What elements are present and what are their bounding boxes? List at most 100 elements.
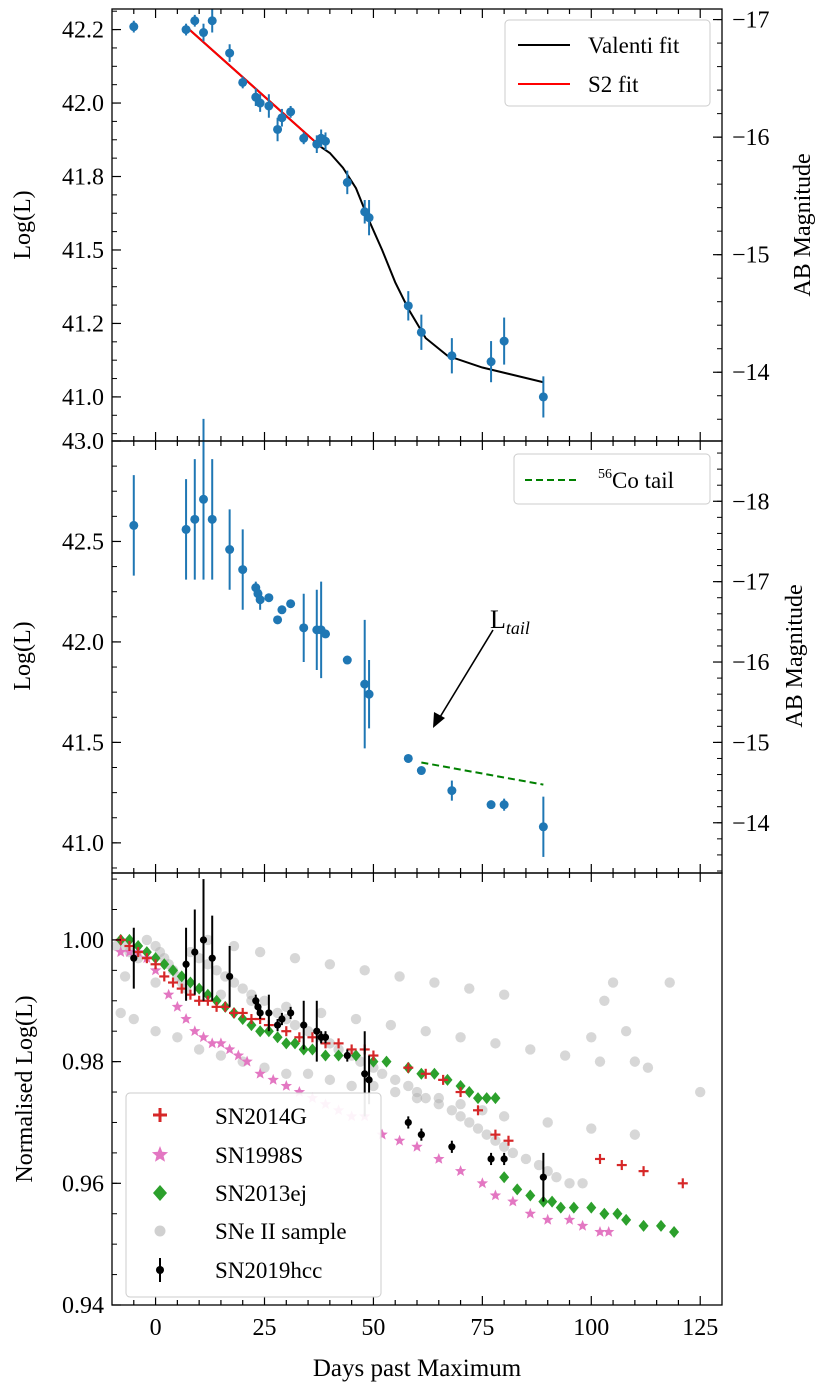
sample-point [228, 977, 240, 988]
middle-data-point [264, 593, 274, 603]
sample-point [542, 1165, 553, 1177]
sample-point [368, 1062, 379, 1073]
bottom-ytick-label: 0.98 [62, 1050, 104, 1076]
legend-label-sn2019hcc: SN2019hcc [215, 1258, 322, 1283]
sn1998s-point [215, 1037, 227, 1049]
top-ytick-right-label: −14 [732, 360, 770, 386]
top-data-point [199, 28, 208, 38]
top-ytick-right-label: −15 [732, 243, 770, 269]
top-marks [129, 9, 548, 418]
middle-data-point [321, 629, 330, 639]
sn1998s-point [542, 1213, 554, 1225]
top-line-s2-fit [185, 25, 322, 148]
sample-point [594, 1056, 606, 1067]
legend-label-co-tail: 56Co tail [598, 467, 674, 493]
sample-point [520, 1153, 532, 1165]
ltail-arrow-head [433, 712, 445, 728]
sn2019hcc-point [404, 1118, 412, 1127]
sample-point [490, 1038, 501, 1049]
sn2014g-point [202, 995, 213, 1006]
top-ytick-right-label: −16 [732, 125, 770, 151]
sn2013ej-point [464, 1086, 475, 1099]
top-data-point [486, 357, 496, 367]
legend-swatch-sample [154, 1225, 166, 1237]
top-data-point [499, 336, 509, 346]
legend-label-s2: S2 fit [588, 72, 639, 97]
sample-point [237, 983, 248, 994]
sn1998s-point [476, 1177, 489, 1189]
middle-data-point [403, 753, 413, 763]
sn1998s-point [149, 964, 162, 976]
sn2013ej-point [586, 1201, 597, 1214]
ltail-annotation: Ltail [433, 605, 530, 728]
middle-data-point [238, 565, 248, 575]
sn1998s-point [454, 1165, 467, 1176]
sn1998s-point [280, 1080, 292, 1091]
top-ytick-label: 41.5 [62, 238, 104, 264]
bottom-legend-box [125, 1092, 382, 1298]
sample-point [390, 1074, 401, 1086]
sn2019hcc-point [199, 936, 208, 944]
sn1998s-point [171, 1000, 184, 1012]
sample-point [385, 1019, 397, 1031]
sn2014g-point [616, 1160, 627, 1171]
middle-data-point [538, 822, 548, 832]
sample-point [215, 1050, 227, 1061]
sn2013ej-point [656, 1219, 666, 1232]
sn2013ej-point [176, 970, 187, 983]
sn2013ej-point [246, 1019, 257, 1032]
sn1998s-point [223, 1043, 236, 1055]
sn2014g-point [246, 1014, 257, 1025]
sample-point [464, 1117, 475, 1128]
sample-point [455, 1099, 466, 1110]
sn2013ej-point [638, 1219, 649, 1232]
sample-point [315, 1007, 327, 1019]
sn1998s-point [411, 1140, 423, 1152]
sample-point [324, 959, 336, 970]
middle-data-point [273, 615, 283, 625]
sn2013ej-point [307, 1043, 318, 1056]
sample-point [490, 1135, 501, 1146]
sn2013ej-point [547, 1195, 558, 1208]
sample-point [577, 1178, 588, 1189]
sample-point [498, 989, 510, 1000]
bottom-xtick-label: 25 [253, 1315, 277, 1341]
sn1998s-point [254, 1067, 266, 1079]
sn2019hcc-point [321, 1033, 330, 1041]
legend-swatch-sn2019hcc [156, 1258, 164, 1282]
sample-point [150, 977, 161, 988]
sample-point [172, 1032, 183, 1043]
sn2014g-point [455, 1087, 466, 1098]
sn2013ej-point [525, 1189, 536, 1202]
sample-point [586, 1032, 597, 1043]
sample-point [429, 977, 440, 988]
middle-ytick-label: 41.0 [62, 831, 104, 857]
sn2013ej-point [141, 946, 152, 959]
sn2013ej-point [185, 976, 196, 989]
sample-point [254, 946, 266, 958]
sample-point [472, 1123, 484, 1134]
sn2014g-point [220, 1001, 231, 1012]
sn2019hcc-point [208, 954, 216, 962]
sn1998s-point [241, 1055, 253, 1067]
sn2014g-point [133, 947, 144, 958]
legend-label-sample: SNe II sample [215, 1219, 347, 1244]
top-data-point [342, 177, 352, 187]
middle-ylabel-right: AB Magnitude [782, 584, 808, 727]
bottom-xtick-label: 0 [150, 1315, 162, 1341]
sample-point [202, 959, 214, 970]
sample-point [302, 1068, 314, 1079]
sample-point [368, 1080, 379, 1092]
sample-point [559, 1050, 571, 1061]
sn2014g-point [194, 995, 205, 1006]
sn2013ej-point [621, 1213, 632, 1226]
middle-data-point [416, 766, 426, 776]
ltail-label: Ltail [490, 605, 530, 638]
sn2013ej-point [150, 952, 161, 965]
bottom-xtick-label: 125 [682, 1315, 718, 1341]
middle-line--co-tail [421, 761, 544, 786]
legend-co-text: Co tail [612, 468, 674, 493]
sample-point [346, 1080, 357, 1092]
sn2013ej-point [429, 1067, 440, 1080]
sn1998s-point [267, 1073, 279, 1085]
